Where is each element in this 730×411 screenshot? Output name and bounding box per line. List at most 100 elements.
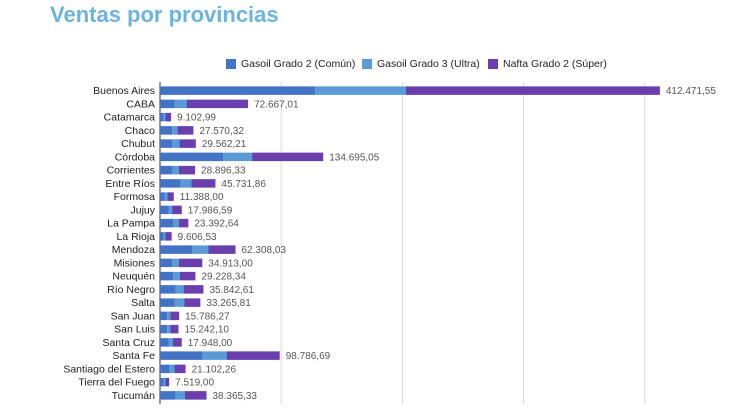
bar-gasoil-grado-3-ultra-cordoba (223, 152, 253, 162)
bar-nafta-grado-2-super-santiago-del-estero (174, 364, 186, 374)
bar-gasoil-grado-3-ultra-misiones (172, 258, 179, 268)
legend-item-nafta-grado-2: Nafta Grado 2 (Súper) (488, 56, 607, 72)
category-label-cordoba: Córdoba (115, 151, 155, 163)
bar-nafta-grado-2-super-chaco (177, 126, 194, 135)
bar-gasoil-grado-3-ultra-santa-fe (202, 351, 227, 360)
bar-gasoil-grado-2-comun-salta (160, 298, 175, 307)
bar-gasoil-grado-3-ultra-caba (174, 99, 187, 109)
bar-gasoil-grado-2-comun-rio-negro (160, 285, 176, 294)
category-label-misiones: Misiones (114, 257, 155, 269)
bar-gasoil-grado-3-ultra-la-pampa (173, 218, 179, 228)
bar-gasoil-grado-3-ultra-mendoza (192, 245, 209, 254)
bar-gasoil-grado-2-comun-santiago-del-estero (160, 364, 170, 374)
value-label-mendoza: 62.308,03 (242, 245, 287, 256)
value-label-cordoba: 134.695,05 (329, 152, 379, 163)
category-label-buenos-aires: Buenos Aires (93, 85, 155, 97)
bar-nafta-grado-2-super-tucuman (184, 391, 207, 400)
category-label-santiago-del-estero: Santiago del Estero (63, 363, 155, 375)
bar-gasoil-grado-3-ultra-la-rioja (163, 232, 166, 241)
bar-gasoil-grado-3-ultra-san-luis (167, 324, 171, 334)
value-label-caba: 72.667,01 (254, 99, 299, 110)
bar-gasoil-grado-2-comun-corrientes (160, 165, 173, 175)
value-label-chubut: 29.562,21 (202, 139, 247, 150)
category-label-chubut: Chubut (121, 138, 155, 150)
bar-gasoil-grado-2-comun-chaco (160, 126, 173, 135)
bar-gasoil-grado-2-comun-misiones (160, 258, 173, 268)
bar-nafta-grado-2-super-caba (186, 99, 249, 109)
value-label-santiago-del-estero: 21.102,26 (192, 364, 237, 375)
value-label-san-juan: 15.786,27 (185, 311, 230, 322)
bar-nafta-grado-2-super-santa-cruz (172, 338, 182, 347)
bar-gasoil-grado-2-comun-san-juan (160, 311, 168, 321)
value-label-la-pampa: 23.392,64 (194, 219, 239, 230)
bar-gasoil-grado-3-ultra-santa-cruz (168, 338, 173, 347)
bar-gasoil-grado-3-ultra-entre-rios (180, 179, 192, 188)
bar-gasoil-grado-2-comun-entre-rios (160, 179, 181, 188)
bar-gasoil-grado-3-ultra-chaco (172, 126, 178, 135)
category-label-formosa: Formosa (114, 191, 156, 203)
bar-gasoil-grado-3-ultra-neuquen (173, 271, 180, 281)
bar-nafta-grado-2-super-la-rioja (165, 232, 172, 241)
bar-gasoil-grado-3-ultra-buenos-aires (315, 86, 407, 95)
legend-swatch-gasoil-grado-2 (226, 59, 236, 69)
category-label-santa-fe: Santa Fe (112, 350, 155, 362)
category-label-la-pampa: La Pampa (107, 218, 155, 230)
value-label-misiones: 34.913,00 (208, 258, 253, 269)
category-label-jujuy: Jujuy (130, 204, 155, 216)
bar-gasoil-grado-2-comun-la-pampa (160, 218, 174, 228)
value-label-buenos-aires: 412.471,55 (666, 86, 716, 97)
value-label-santa-cruz: 17.948,00 (188, 338, 233, 349)
value-label-neuquen: 29.228,34 (201, 272, 246, 283)
bar-nafta-grado-2-super-buenos-aires (406, 86, 660, 95)
category-label-caba: CABA (126, 98, 155, 110)
value-label-san-luis: 15.242,10 (184, 325, 229, 336)
bar-gasoil-grado-2-comun-tucuman (160, 391, 176, 400)
value-label-jujuy: 17.986,59 (188, 205, 233, 216)
bar-nafta-grado-2-super-neuquen (179, 271, 196, 281)
value-label-salta: 33.265,81 (206, 298, 251, 309)
category-label-entre-rios: Entre Ríos (105, 178, 155, 190)
bar-nafta-grado-2-super-misiones (178, 258, 203, 268)
bar-gasoil-grado-2-comun-neuquen (160, 271, 174, 281)
value-label-rio-negro: 35.842,61 (209, 285, 254, 296)
chart-title: Ventas por provincias (50, 2, 279, 27)
bar-gasoil-grado-2-comun-caba (160, 99, 175, 109)
category-label-la-rioja: La Rioja (116, 231, 155, 243)
value-label-formosa: 11.388,00 (180, 192, 224, 203)
category-label-mendoza: Mendoza (112, 244, 155, 256)
bar-gasoil-grado-3-ultra-tierra-del-fuego (163, 377, 166, 387)
bar-nafta-grado-2-super-cordoba (252, 152, 324, 162)
value-label-la-rioja: 9.606,53 (178, 232, 217, 243)
bar-gasoil-grado-2-comun-buenos-aires (160, 86, 316, 95)
bar-nafta-grado-2-super-formosa (167, 192, 174, 201)
bar-nafta-grado-2-super-san-juan (170, 311, 180, 321)
bar-gasoil-grado-3-ultra-chubut (172, 139, 180, 148)
value-label-entre-rios: 45.731,86 (221, 179, 266, 190)
category-label-catamarca: Catamarca (104, 112, 156, 124)
legend-label-nafta-grado-2: Nafta Grado 2 (Súper) (503, 58, 607, 70)
legend-swatch-nafta-grado-2 (488, 59, 498, 69)
category-label-santa-cruz: Santa Cruz (102, 337, 155, 349)
bar-nafta-grado-2-super-santa-fe (226, 351, 280, 360)
bar-nafta-grado-2-super-jujuy (172, 205, 182, 215)
bar-gasoil-grado-2-comun-santa-fe (160, 351, 203, 360)
bar-gasoil-grado-3-ultra-jujuy (168, 205, 173, 215)
legend-item-gasoil-grado-2: Gasoil Grado 2 (Común) (226, 56, 355, 72)
category-label-rio-negro: Río Negro (107, 284, 155, 296)
bar-nafta-grado-2-super-entre-rios (191, 179, 216, 188)
bar-gasoil-grado-2-comun-chubut (160, 139, 173, 148)
value-label-tucuman: 38.365,33 (212, 391, 257, 402)
category-label-san-juan: San Juan (111, 310, 156, 322)
category-label-tucuman: Tucumán (112, 390, 156, 402)
bar-gasoil-grado-2-comun-cordoba (160, 152, 224, 162)
category-label-corrientes: Corrientes (107, 165, 155, 177)
bar-nafta-grado-2-super-salta (184, 298, 201, 307)
bar-gasoil-grado-3-ultra-formosa (164, 192, 168, 201)
chart-legend: Gasoil Grado 2 (Común) Gasoil Grado 3 (U… (0, 56, 730, 72)
value-label-catamarca: 9.102,99 (177, 113, 216, 124)
bar-gasoil-grado-2-comun-tierra-del-fuego (160, 377, 164, 387)
bar-gasoil-grado-2-comun-catamarca (160, 112, 164, 122)
value-label-tierra-del-fuego: 7.519,00 (175, 378, 214, 389)
bar-gasoil-grado-3-ultra-rio-negro (175, 285, 184, 294)
